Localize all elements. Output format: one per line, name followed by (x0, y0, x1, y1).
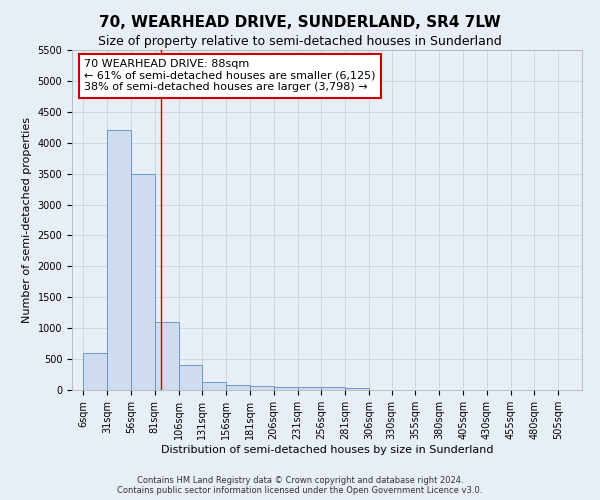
Bar (83, 353, 107, 390)
X-axis label: Distribution of semi-detached houses by size in Sunderland: Distribution of semi-detached houses by … (161, 444, 493, 454)
Bar (321, 387, 345, 390)
Y-axis label: Number of semi-detached properties: Number of semi-detached properties (22, 117, 32, 323)
Bar (107, 130, 131, 390)
Bar (179, 366, 202, 390)
Bar (298, 387, 321, 390)
Bar (226, 385, 250, 390)
Bar (202, 382, 226, 390)
Text: Size of property relative to semi-detached houses in Sunderland: Size of property relative to semi-detach… (98, 35, 502, 48)
Bar (250, 386, 274, 390)
Text: 70 WEARHEAD DRIVE: 88sqm
← 61% of semi-detached houses are smaller (6,125)
38% o: 70 WEARHEAD DRIVE: 88sqm ← 61% of semi-d… (85, 60, 376, 92)
Text: 70, WEARHEAD DRIVE, SUNDERLAND, SR4 7LW: 70, WEARHEAD DRIVE, SUNDERLAND, SR4 7LW (99, 15, 501, 30)
Text: Contains HM Land Registry data © Crown copyright and database right 2024.
Contai: Contains HM Land Registry data © Crown c… (118, 476, 482, 495)
Bar (345, 388, 369, 390)
Bar (155, 322, 179, 390)
Bar (274, 386, 298, 390)
Bar (131, 174, 155, 390)
